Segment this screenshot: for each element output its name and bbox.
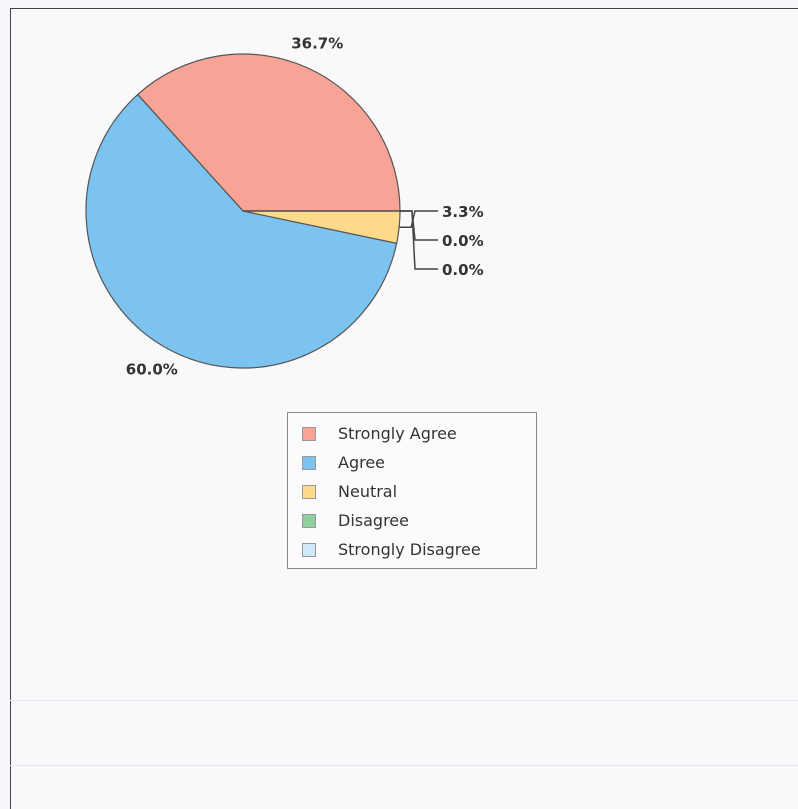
legend-label: Strongly Disagree	[338, 540, 481, 559]
slice-label-strongly-agree: 36.7%	[291, 35, 343, 53]
slice-label-strongly-disagree: 0.0%	[442, 261, 484, 279]
legend-label: Neutral	[338, 482, 398, 501]
legend-swatch	[302, 455, 316, 470]
pie-slice-agree	[85, 93, 398, 369]
legend-swatch	[302, 513, 316, 528]
legend-label: Disagree	[338, 511, 409, 530]
legend-swatch	[302, 484, 316, 499]
legend-swatch	[302, 542, 316, 557]
legend-item-strongly-disagree: Strongly Disagree	[288, 535, 536, 564]
legend-label: Agree	[338, 453, 386, 472]
chart-legend: Strongly Agree Agree Neutral Disagree Strong…	[287, 412, 537, 569]
slice-label-disagree: 0.0%	[442, 232, 484, 250]
legend-item-agree: Agree	[288, 448, 536, 477]
leader-line-neutral	[399, 210, 438, 228]
divider	[10, 700, 798, 701]
legend-swatch	[302, 426, 316, 441]
slice-label-agree: 60.0%	[126, 361, 178, 379]
slice-label-neutral: 3.3%	[442, 203, 484, 221]
legend-label: Strongly Agree	[338, 424, 457, 443]
legend-item-neutral: Neutral	[288, 477, 536, 506]
divider	[10, 765, 798, 766]
legend-item-disagree: Disagree	[288, 506, 536, 535]
pie-slice-strongly-agree	[136, 53, 401, 212]
leader-line-strongly-disagree	[400, 210, 438, 270]
leader-line-disagree	[400, 210, 438, 241]
legend-item-strongly-agree: Strongly Agree	[288, 419, 536, 448]
